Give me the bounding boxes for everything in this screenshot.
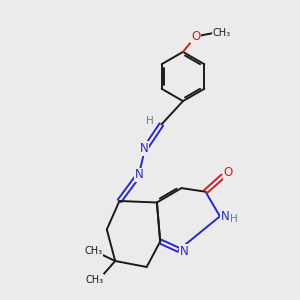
Text: O: O [191,30,200,43]
Text: N: N [180,245,189,258]
Text: CH₃: CH₃ [85,246,103,256]
Text: H: H [230,214,238,224]
Text: CH₃: CH₃ [86,274,104,285]
Text: N: N [134,168,143,181]
Text: CH₃: CH₃ [213,28,231,38]
Text: O: O [224,166,233,179]
Text: H: H [146,116,154,126]
Text: N: N [221,210,230,223]
Text: N: N [140,142,149,155]
